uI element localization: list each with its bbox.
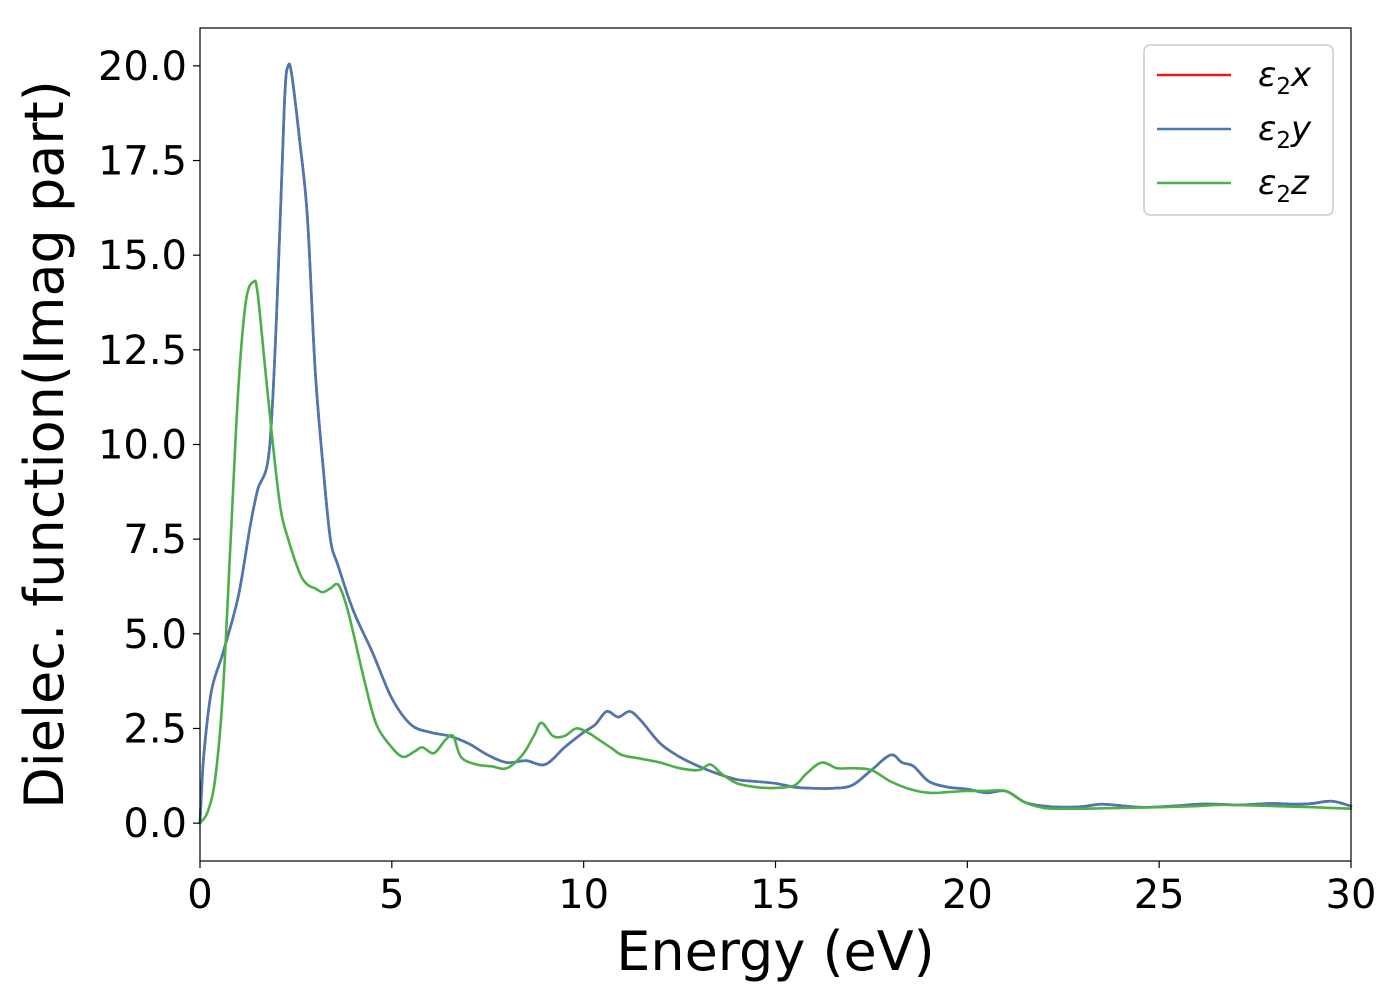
x-tick-label: 10	[558, 872, 609, 918]
y-axis: 0.0 2.5 5.0 7.5 10.0 12.5 15.0 17.5 20.0	[98, 44, 200, 847]
series-layer	[198, 62, 1353, 825]
y-tick-label: 15.0	[98, 233, 187, 279]
y-tick-label: 20.0	[98, 44, 187, 90]
series-line-z	[198, 279, 1353, 825]
legend-box	[1143, 44, 1334, 216]
series-line-y	[198, 62, 1353, 825]
y-axis-title: Dielec. function(Imag part)	[13, 80, 76, 809]
y-tick-label: 2.5	[123, 706, 187, 752]
y-tick-label: 5.0	[123, 612, 187, 658]
legend: ε2x ε2y ε2z	[1143, 44, 1334, 216]
x-tick-label: 15	[750, 872, 801, 918]
x-tick-label: 5	[379, 872, 404, 918]
y-tick-label: 0.0	[123, 801, 187, 847]
legend-label-z: ε2z	[1258, 163, 1310, 208]
y-tick-label: 10.0	[98, 423, 187, 469]
x-tick-label: 20	[942, 872, 993, 918]
x-tick-label: 30	[1326, 872, 1377, 918]
y-tick-label: 7.5	[123, 517, 187, 563]
x-axis-title: Energy (eV)	[616, 920, 935, 983]
x-axis: 0 5 10 15 20 25 30	[187, 861, 1376, 918]
x-tick-label: 25	[1134, 872, 1185, 918]
y-tick-label: 12.5	[98, 328, 187, 374]
legend-label-y: ε2y	[1258, 109, 1312, 154]
x-tick-label: 0	[187, 872, 212, 918]
y-tick-label: 17.5	[98, 139, 187, 185]
legend-label-x: ε2x	[1258, 55, 1312, 100]
